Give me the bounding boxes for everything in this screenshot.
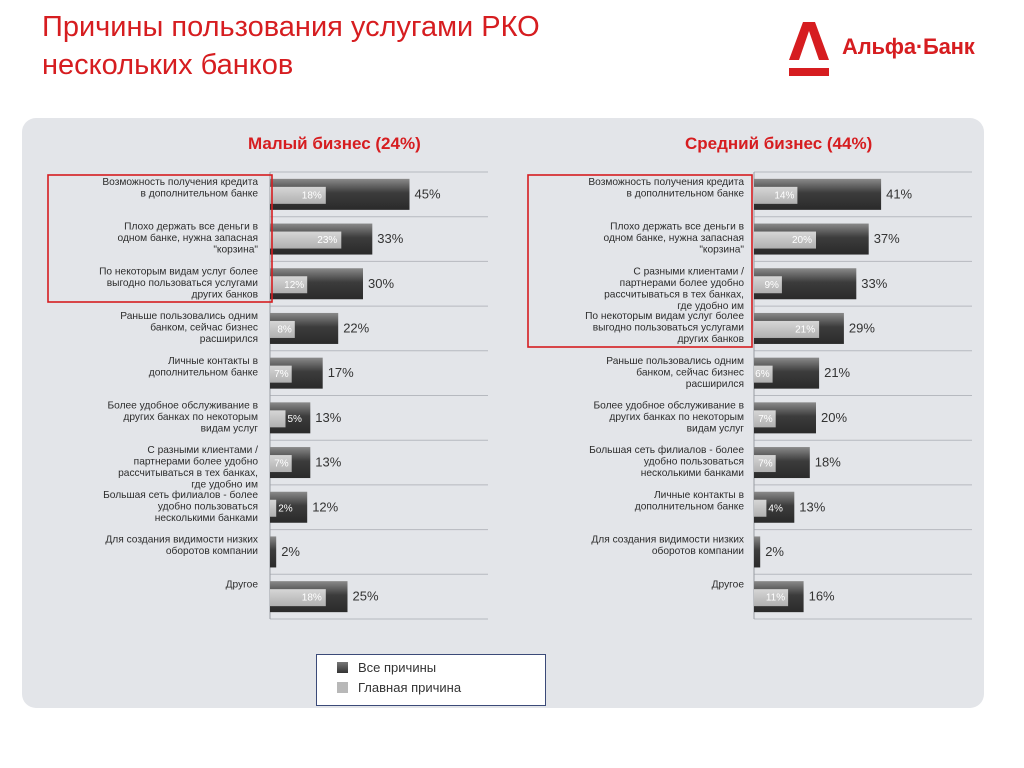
data-label-all: 33% [861, 276, 887, 291]
page-title-line-2: нескольких банков [42, 49, 294, 81]
data-label-main: 11% [766, 593, 785, 604]
data-label-all: 13% [799, 499, 825, 514]
data-label-all: 16% [809, 589, 835, 604]
category-label: Личные контакты в дополнительном банке [635, 490, 745, 513]
data-label-main: 20% [792, 235, 812, 246]
data-label-all: 30% [368, 276, 394, 291]
legend-label-all: Все причины [358, 660, 437, 675]
bar-main-reason [270, 276, 308, 294]
data-label-main: 18% [302, 190, 322, 201]
bar-main-reason [754, 455, 776, 473]
data-label-all: 29% [849, 320, 875, 335]
data-label-main: 5% [288, 414, 303, 425]
legend: Все причины Главная причина [316, 654, 546, 706]
data-label-all: 12% [312, 499, 338, 514]
data-label-main: 18% [302, 593, 322, 604]
category-label: С разными клиентами / партнерами более уд… [604, 266, 744, 312]
data-label-main: 2% [278, 503, 293, 514]
data-label-main: 7% [274, 459, 289, 470]
data-label-all: 2% [281, 544, 300, 559]
data-label-all: 13% [315, 455, 341, 470]
bar-main-reason [270, 365, 292, 383]
logo-wordmark: Альфа·Банк [842, 34, 975, 59]
chart-title-medium-business: Средний бизнес (44%) [685, 134, 873, 153]
category-label: Большая сеть филиалов - более удобно поль… [103, 489, 258, 524]
category-label: С разными клиентами / партнерами более уд… [118, 445, 258, 491]
data-label-all: 20% [821, 410, 847, 425]
legend-label-main: Главная причина [358, 680, 462, 695]
bar-main-reason [754, 231, 816, 249]
data-label-all: 25% [353, 589, 379, 604]
category-label: Для создания видимости низких оборотов ко… [105, 535, 258, 558]
bar-main-reason [270, 410, 286, 428]
highlight-box [47, 174, 273, 303]
data-label-all: 21% [824, 365, 850, 380]
bar-main-reason [270, 589, 326, 607]
data-label-main: 8% [277, 324, 292, 335]
data-label-main: 6% [755, 369, 770, 380]
alfa-a-logo-icon [789, 22, 829, 76]
data-label-all: 45% [415, 186, 441, 201]
legend-swatch-all [337, 662, 348, 673]
page-title-line-1: Причины пользования услугами РКО [42, 11, 540, 43]
legend-item-main: Главная причина [337, 680, 461, 695]
data-label-all: 22% [343, 320, 369, 335]
data-label-all: 41% [886, 186, 912, 201]
data-label-main: 7% [758, 414, 773, 425]
category-label: По некоторым видам услуг более выгодно по… [585, 310, 744, 345]
bar-main-reason [270, 455, 292, 473]
category-label: Для создания видимости низких оборотов ко… [591, 535, 744, 558]
bar-all-reasons [270, 536, 277, 568]
category-label: Личные контакты в дополнительном банке [149, 356, 259, 379]
highlight-box [527, 174, 753, 348]
chart-title-small-business: Малый бизнес (24%) [248, 134, 421, 153]
category-label: Возможность получения кредита в дополните… [588, 177, 744, 200]
category-label: Более удобное обслуживание в других банка… [593, 400, 744, 435]
category-label: Другое [226, 579, 259, 590]
data-label-all: 18% [815, 455, 841, 470]
bar-main-reason [754, 276, 782, 294]
bar-main-reason [754, 589, 789, 607]
legend-item-all: Все причины [337, 660, 436, 675]
category-label: Другое [712, 579, 745, 590]
bar-main-reason [270, 320, 295, 338]
data-label-main: 14% [774, 190, 794, 201]
bar-main-reason [754, 365, 773, 383]
bar-main-reason [270, 231, 342, 249]
chart-small-marks: Возможность получения кредита в дополните… [47, 171, 488, 620]
bar-main-reason [270, 186, 326, 204]
category-label: Плохо держать все деньги в одном банке, н… [604, 222, 745, 256]
bar-all-reasons [754, 536, 761, 568]
category-label: Плохо держать все деньги в одном банке, н… [118, 222, 259, 256]
data-label-all: 13% [315, 410, 341, 425]
category-label: Более удобное обслуживание в других банка… [107, 400, 258, 435]
data-label-main: 4% [768, 503, 783, 514]
chart-medium-marks: Возможность получения кредита в дополните… [527, 171, 972, 620]
bar-main-reason [754, 186, 798, 204]
data-label-main: 21% [795, 324, 815, 335]
data-label-main: 9% [764, 280, 779, 291]
data-label-all: 37% [874, 231, 900, 246]
category-label: Возможность получения кредита в дополните… [102, 177, 258, 200]
data-label-main: 7% [274, 369, 289, 380]
data-label-main: 7% [758, 459, 773, 470]
bar-main-reason [754, 410, 776, 428]
data-label-all: 17% [328, 365, 354, 380]
category-label: Большая сеть филиалов - более удобно поль… [589, 444, 744, 479]
data-label-main: 12% [284, 280, 304, 291]
page-title: Причины пользования услугами РКО несколь… [42, 8, 662, 84]
bar-main-reason [754, 499, 767, 517]
category-label: Раньше пользовались одним банком, сейчас … [606, 356, 744, 390]
category-label: Раньше пользовались одним банком, сейчас … [120, 311, 258, 345]
bar-main-reason [754, 320, 820, 338]
data-label-all: 2% [765, 544, 784, 559]
bar-main-reason [270, 499, 277, 517]
data-label-main: 23% [317, 235, 337, 246]
category-label: По некоторым видам услуг более выгодно по… [99, 265, 258, 300]
data-label-all: 33% [377, 231, 403, 246]
legend-swatch-main [337, 682, 348, 693]
